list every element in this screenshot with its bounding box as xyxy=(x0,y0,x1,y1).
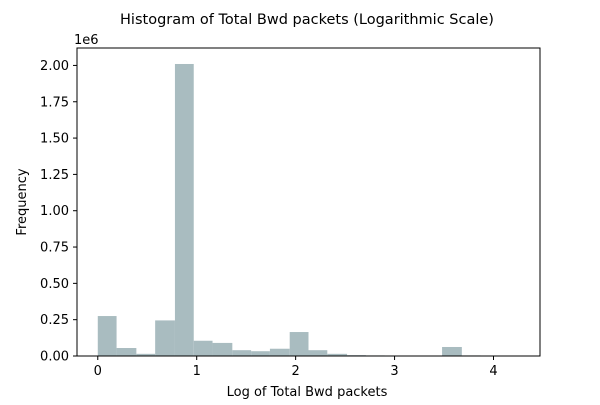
x-axis-label: Log of Total Bwd packets xyxy=(227,385,388,400)
histogram-bar-8 xyxy=(251,351,270,356)
histogram-bar-1 xyxy=(117,348,137,356)
histogram-bar-18 xyxy=(442,347,462,356)
y-tick-label-1: 0.25 xyxy=(40,313,69,328)
x-tick-label-3: 3 xyxy=(390,364,398,379)
y-multiplier-label: 1e6 xyxy=(74,33,99,48)
y-tick-label-7: 1.75 xyxy=(40,95,69,110)
y-tick-label-8: 2.00 xyxy=(40,59,69,74)
x-tick-label-2: 2 xyxy=(291,364,299,379)
x-tick-label-1: 1 xyxy=(193,364,201,379)
histogram-bar-5 xyxy=(194,341,213,356)
bars-group xyxy=(98,64,519,356)
y-axis-label: Frequency xyxy=(15,168,30,235)
y-tick-label-4: 1.00 xyxy=(40,204,69,219)
y-axis: 0.00 0.25 0.50 0.75 1.00 1.25 1.50 1.75 2.00 xyxy=(40,59,77,365)
y-tick-label-2: 0.50 xyxy=(40,277,69,292)
histogram-bar-11 xyxy=(309,350,328,356)
histogram-bar-10 xyxy=(290,332,309,356)
histogram-bar-6 xyxy=(213,343,233,356)
chart-title: Histogram of Total Bwd packets (Logarith… xyxy=(120,12,494,28)
histogram-bar-7 xyxy=(232,350,251,356)
x-axis: 0 1 2 3 4 xyxy=(94,356,498,379)
y-tick-label-5: 1.25 xyxy=(40,168,69,183)
y-tick-label-6: 1.50 xyxy=(40,132,69,147)
plot-frame xyxy=(77,48,540,356)
histogram-bar-4 xyxy=(175,64,194,356)
x-tick-label-4: 4 xyxy=(489,364,497,379)
x-tick-label-0: 0 xyxy=(94,364,102,379)
y-tick-label-0: 0.00 xyxy=(40,350,69,365)
histogram-bar-9 xyxy=(270,349,290,356)
histogram-bar-3 xyxy=(155,320,175,356)
y-tick-label-3: 0.75 xyxy=(40,241,69,256)
histogram-bar-0 xyxy=(98,316,117,356)
